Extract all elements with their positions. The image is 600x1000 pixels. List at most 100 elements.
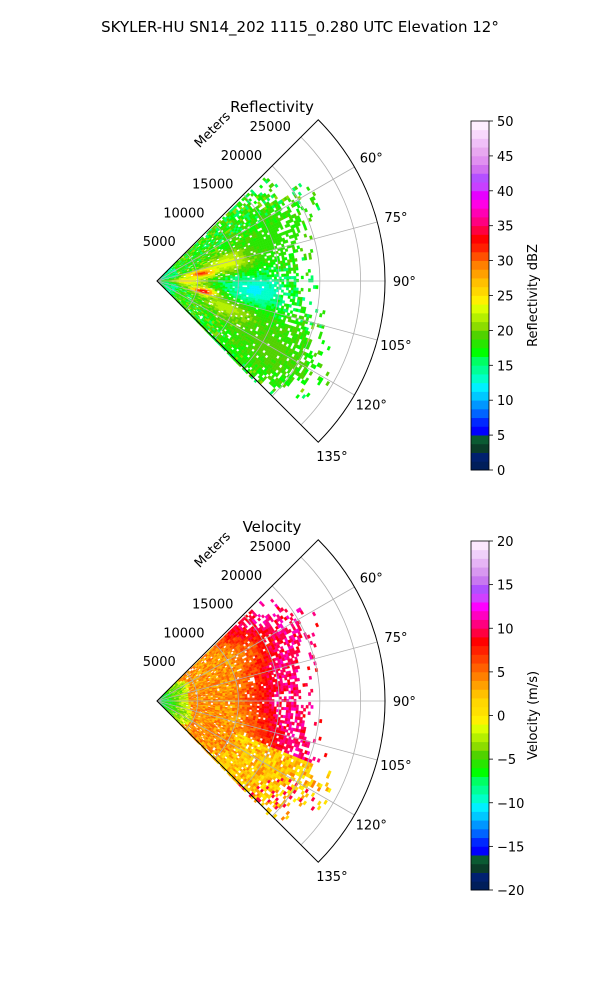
echo-cell <box>254 277 258 280</box>
echo-cell <box>313 285 316 289</box>
theta-tick-label: 60° <box>360 151 383 166</box>
colorbar-swatch <box>471 278 489 288</box>
echo-cell <box>325 380 331 387</box>
echo-cell <box>286 276 290 280</box>
colorbar-swatch <box>471 243 489 253</box>
colorbar-swatch <box>471 225 489 235</box>
echo-cell <box>293 281 297 286</box>
echo-cell <box>317 334 322 340</box>
echo-cell <box>280 294 284 298</box>
r-tick-label: 20000 <box>221 149 262 164</box>
echo-cell <box>242 281 246 284</box>
echo-cell <box>259 274 263 278</box>
echo-cell <box>303 253 307 258</box>
radial-axis-label: Meters <box>192 109 234 151</box>
echo-cell <box>283 276 287 280</box>
echo-cell <box>227 278 231 281</box>
echo-cell <box>273 274 277 278</box>
echo-cell <box>261 288 265 291</box>
echo-cell <box>274 281 277 285</box>
echo-cell <box>286 279 290 283</box>
echo-cell <box>293 287 297 291</box>
echo-cell <box>305 272 309 276</box>
echo-cell <box>244 275 248 279</box>
echo-cell <box>264 274 268 278</box>
echo-cell <box>256 277 260 280</box>
echo-cell <box>289 310 294 314</box>
echo-cell <box>285 309 289 313</box>
echo-cell <box>249 269 252 273</box>
echo-cell <box>271 269 275 273</box>
echo-cell <box>294 258 298 262</box>
colorbar-swatch <box>471 400 489 410</box>
colorbar-swatch <box>471 391 489 401</box>
echo-cell <box>292 267 296 271</box>
echo-cell <box>322 310 326 315</box>
echo-cell <box>300 275 304 280</box>
echo-cell <box>287 208 292 214</box>
echo-cell <box>242 274 245 277</box>
colorbar-swatch <box>471 260 489 270</box>
echo-cell <box>311 195 316 201</box>
colorbar-swatch <box>471 330 489 340</box>
echo-cell <box>239 283 243 286</box>
echo-cell <box>252 283 255 286</box>
echo-cell <box>281 279 285 283</box>
echo-cell <box>287 264 291 269</box>
echo-cell <box>268 293 272 297</box>
colorbar-tick-label: 0 <box>497 464 505 479</box>
colorbar-swatch <box>471 216 489 227</box>
echo-cell <box>305 186 311 192</box>
colorbar-tick-label: 25 <box>497 290 514 305</box>
echo-cell <box>254 275 258 278</box>
echo-cell <box>302 309 306 314</box>
echo-cell <box>293 270 297 274</box>
echo-cell <box>256 275 260 278</box>
colorbar-swatch <box>471 321 489 331</box>
echo-cell <box>205 281 209 283</box>
echo-cell <box>229 275 233 278</box>
echo-cell <box>303 233 308 238</box>
echo-cell <box>319 313 323 318</box>
r-tick-label: 25000 <box>250 120 291 135</box>
echo-cell <box>271 254 275 258</box>
echo-cell <box>289 612 294 618</box>
echo-cell <box>310 278 314 283</box>
echo-cell <box>266 288 270 292</box>
echo-cell <box>309 359 315 364</box>
echo-cell <box>261 272 265 276</box>
echo-cell <box>293 275 297 280</box>
echo-cell <box>309 248 314 253</box>
colorbar-swatch <box>471 155 489 166</box>
echo-cell <box>228 293 232 296</box>
echo-cell <box>283 273 287 277</box>
echo-cell <box>254 283 258 287</box>
echo-cell <box>220 281 224 283</box>
echo-cell <box>233 266 237 269</box>
echo-cell <box>269 274 272 278</box>
echo-cell <box>271 286 275 290</box>
echo-cell <box>281 281 285 285</box>
echo-cell <box>310 275 314 280</box>
data-field <box>158 177 331 400</box>
echo-cell <box>234 284 238 287</box>
theta-tick-label: 90° <box>393 275 416 290</box>
echo-cell <box>227 282 231 285</box>
echo-cell <box>244 281 248 284</box>
colorbar-tick-label: 35 <box>497 220 514 235</box>
echo-cell <box>307 269 311 273</box>
echo-cell <box>290 287 294 291</box>
echo-cell <box>234 276 238 279</box>
echo-cell <box>203 278 206 280</box>
echo-cell <box>292 264 296 268</box>
echo-cell <box>254 287 258 291</box>
colorbar-swatch <box>471 121 489 131</box>
echo-cell <box>266 272 270 276</box>
echo-cell <box>268 267 272 271</box>
echo-cell <box>246 292 250 296</box>
colorbar-swatch <box>471 304 489 314</box>
echo-cell <box>242 277 246 280</box>
colorbar-swatch <box>471 208 489 218</box>
echo-cell <box>220 274 223 277</box>
echo-cell <box>311 191 317 197</box>
